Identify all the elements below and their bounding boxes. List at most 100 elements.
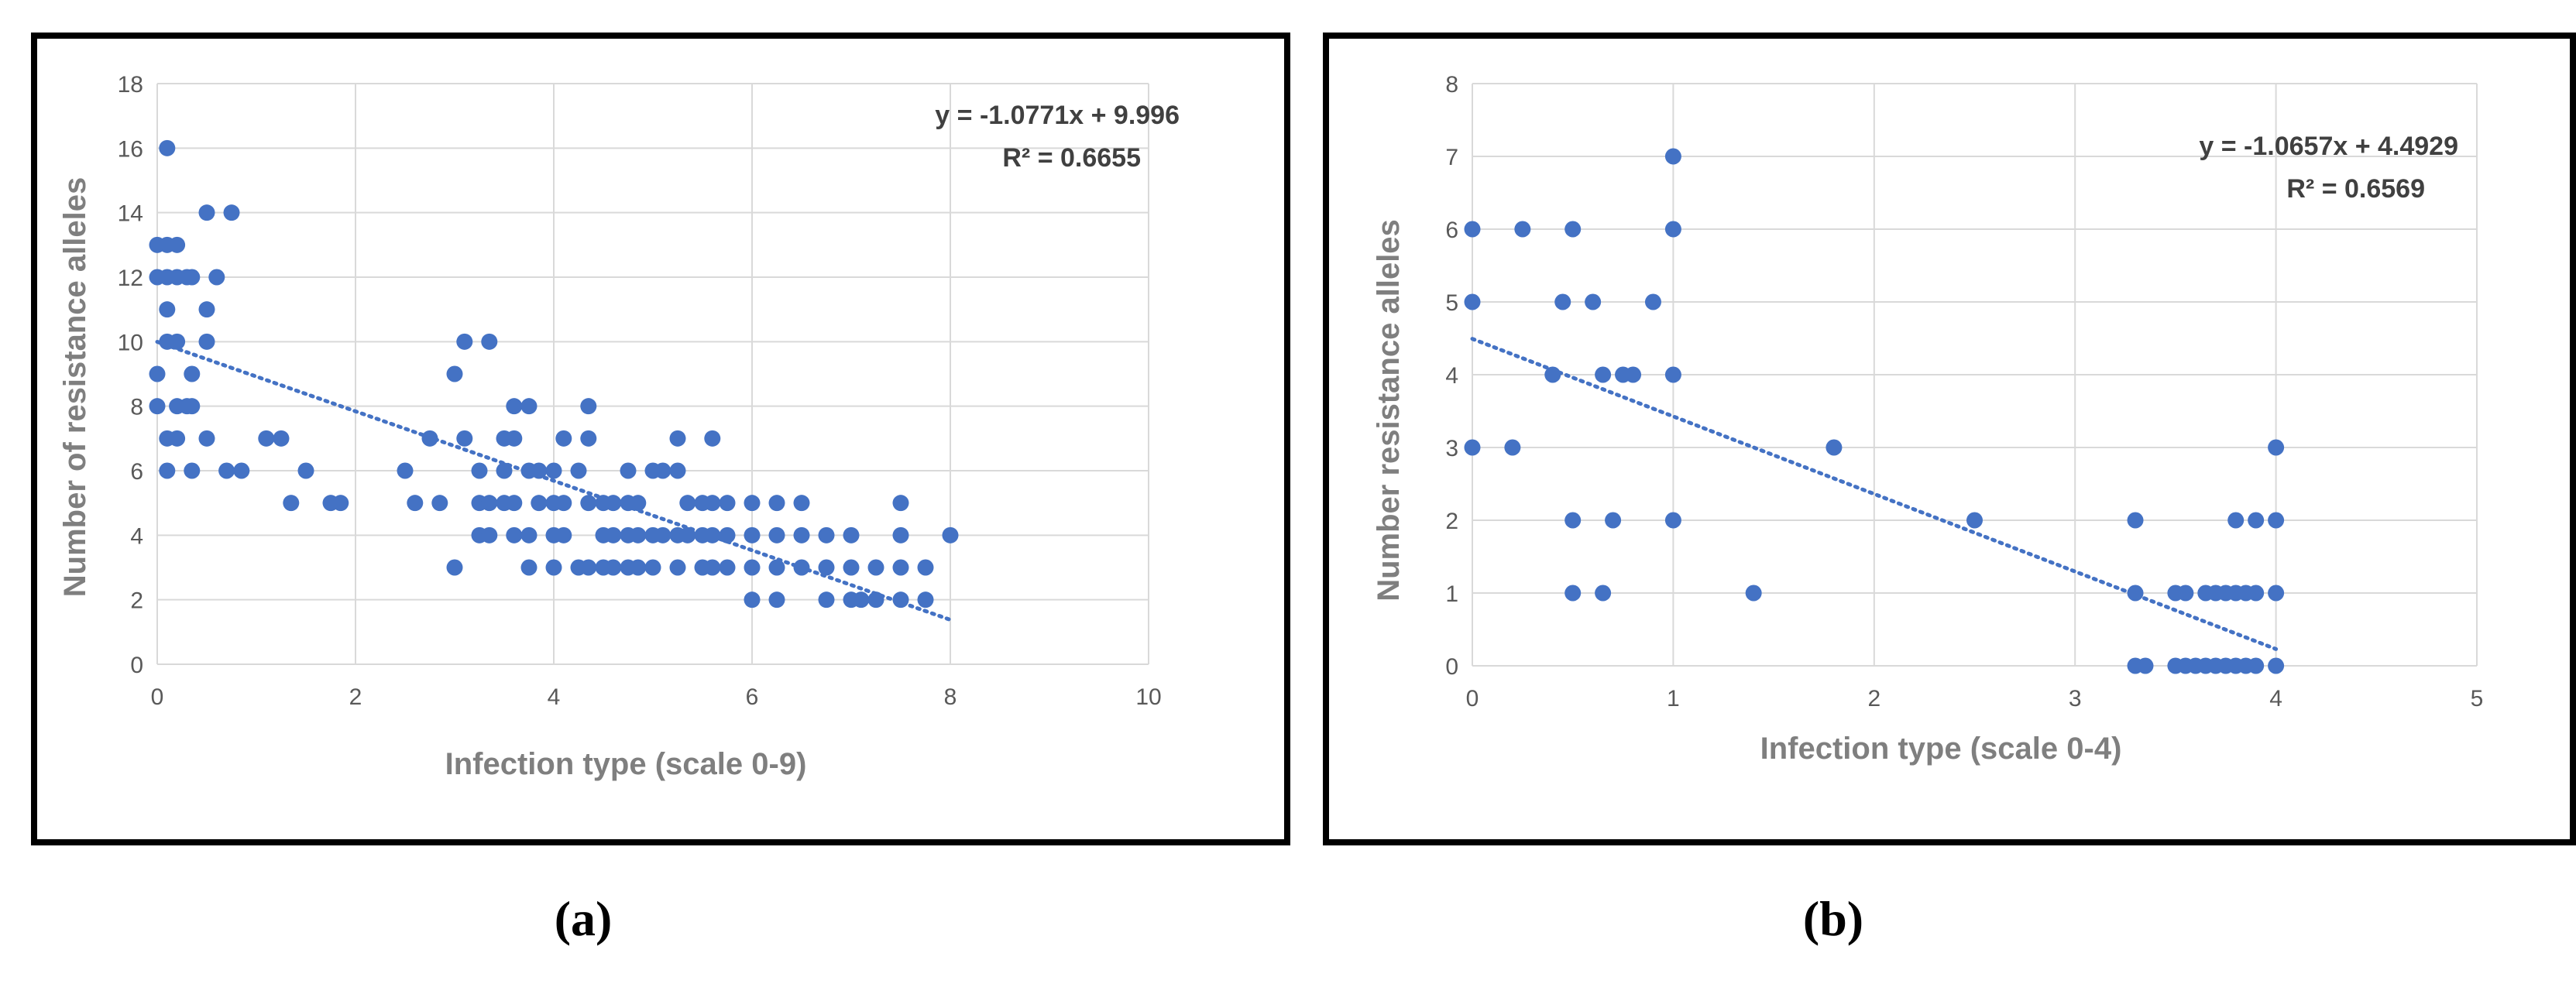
- data-point: [669, 559, 686, 576]
- data-point: [456, 333, 473, 350]
- x-tick-label: 6: [746, 684, 759, 710]
- data-point: [332, 495, 349, 512]
- chart-panel-b: 0 1 2 3 4 5 6 7 8 0 1 2 3 4 5 Number resistance allele…: [1323, 33, 2576, 845]
- data-point: [892, 591, 909, 609]
- data-point: [768, 495, 785, 512]
- y-tick-label: 2: [1445, 509, 1458, 534]
- y-tick-label: 16: [118, 136, 143, 162]
- data-point: [481, 526, 498, 543]
- y-tick-label: 8: [130, 395, 143, 420]
- data-point: [853, 591, 870, 609]
- data-point: [704, 430, 721, 447]
- x-tick-label: 2: [1867, 686, 1880, 711]
- data-point: [1745, 585, 1762, 602]
- data-point: [159, 301, 176, 318]
- data-point: [407, 495, 424, 512]
- data-point: [159, 462, 176, 479]
- x-axis-label: Infection type (scale 0-9): [445, 747, 807, 781]
- r-squared-label: R² = 0.6569: [2286, 174, 2425, 204]
- trend-equation: y = -1.0657x + 4.4929: [2199, 132, 2458, 161]
- x-tick-label: 1: [1667, 686, 1680, 711]
- data-point: [654, 526, 671, 543]
- data-point: [744, 591, 761, 609]
- data-point: [184, 398, 201, 415]
- data-point: [719, 526, 736, 543]
- data-point: [520, 559, 538, 576]
- x-tick-label: 10: [1135, 684, 1161, 710]
- data-point: [892, 495, 909, 512]
- data-point: [744, 526, 761, 543]
- data-point: [198, 204, 215, 221]
- data-point: [630, 526, 647, 543]
- data-point: [531, 462, 548, 479]
- data-point: [704, 526, 721, 543]
- x-tick-label: 5: [2471, 686, 2484, 711]
- data-point: [198, 333, 215, 350]
- data-point: [1625, 366, 1642, 383]
- x-tick-label: 4: [2269, 686, 2282, 711]
- data-point: [2177, 585, 2194, 602]
- data-point: [506, 430, 523, 447]
- data-point: [679, 495, 696, 512]
- trendline: [155, 340, 953, 622]
- data-point: [1595, 585, 1612, 602]
- y-tick-label: 14: [118, 201, 143, 227]
- data-point: [818, 559, 835, 576]
- data-point: [481, 495, 498, 512]
- data-point: [431, 495, 448, 512]
- scatter-chart-b: 0 1 2 3 4 5 6 7 8 0 1 2 3 4 5 Number resistance allele…: [1372, 72, 2484, 766]
- data-point: [2268, 439, 2285, 456]
- data-point: [198, 430, 215, 447]
- data-point: [2137, 657, 2154, 674]
- data-point: [496, 462, 513, 479]
- data-point: [867, 591, 884, 609]
- y-tick-label: 6: [130, 459, 143, 485]
- r-squared-label: R² = 0.6655: [1002, 143, 1141, 173]
- data-point: [520, 526, 538, 543]
- data-point: [1605, 512, 1622, 529]
- x-tick-label: 3: [2069, 686, 2082, 711]
- data-point: [605, 526, 622, 543]
- data-point: [654, 462, 671, 479]
- data-point: [169, 430, 186, 447]
- y-tick-label: 5: [1445, 290, 1458, 316]
- data-point: [1664, 366, 1681, 383]
- data-point: [620, 462, 637, 479]
- data-point: [719, 559, 736, 576]
- data-point: [169, 333, 186, 350]
- data-point: [258, 430, 275, 447]
- data-point: [198, 301, 215, 318]
- x-tick-label: 8: [944, 684, 957, 710]
- data-point: [184, 269, 201, 286]
- data-point: [818, 591, 835, 609]
- data-point: [793, 559, 810, 576]
- data-point: [149, 398, 166, 415]
- x-tick-label: 0: [1466, 686, 1479, 711]
- trend-equation: y = -1.0771x + 9.996: [935, 101, 1180, 130]
- y-tick-label: 6: [1445, 218, 1458, 243]
- data-point: [917, 559, 934, 576]
- data-point: [273, 430, 290, 447]
- y-tick-label: 10: [118, 330, 143, 355]
- y-tick-label: 18: [118, 72, 143, 98]
- data-point: [1564, 512, 1582, 529]
- data-point: [456, 430, 473, 447]
- x-tick-label: 0: [151, 684, 164, 710]
- y-tick-label: 0: [130, 653, 143, 678]
- data-point: [630, 559, 647, 576]
- data-point: [184, 462, 201, 479]
- data-point: [719, 495, 736, 512]
- data-point: [744, 495, 761, 512]
- data-point: [768, 591, 785, 609]
- data-point: [545, 462, 562, 479]
- data-point: [892, 526, 909, 543]
- y-tick-label: 1: [1445, 581, 1458, 607]
- data-point: [233, 462, 250, 479]
- data-point: [223, 204, 240, 221]
- data-point: [2248, 585, 2265, 602]
- data-point: [1554, 293, 1571, 310]
- y-tick-label: 2: [130, 588, 143, 614]
- data-point: [184, 365, 201, 382]
- data-point: [843, 559, 860, 576]
- data-point: [1664, 512, 1681, 529]
